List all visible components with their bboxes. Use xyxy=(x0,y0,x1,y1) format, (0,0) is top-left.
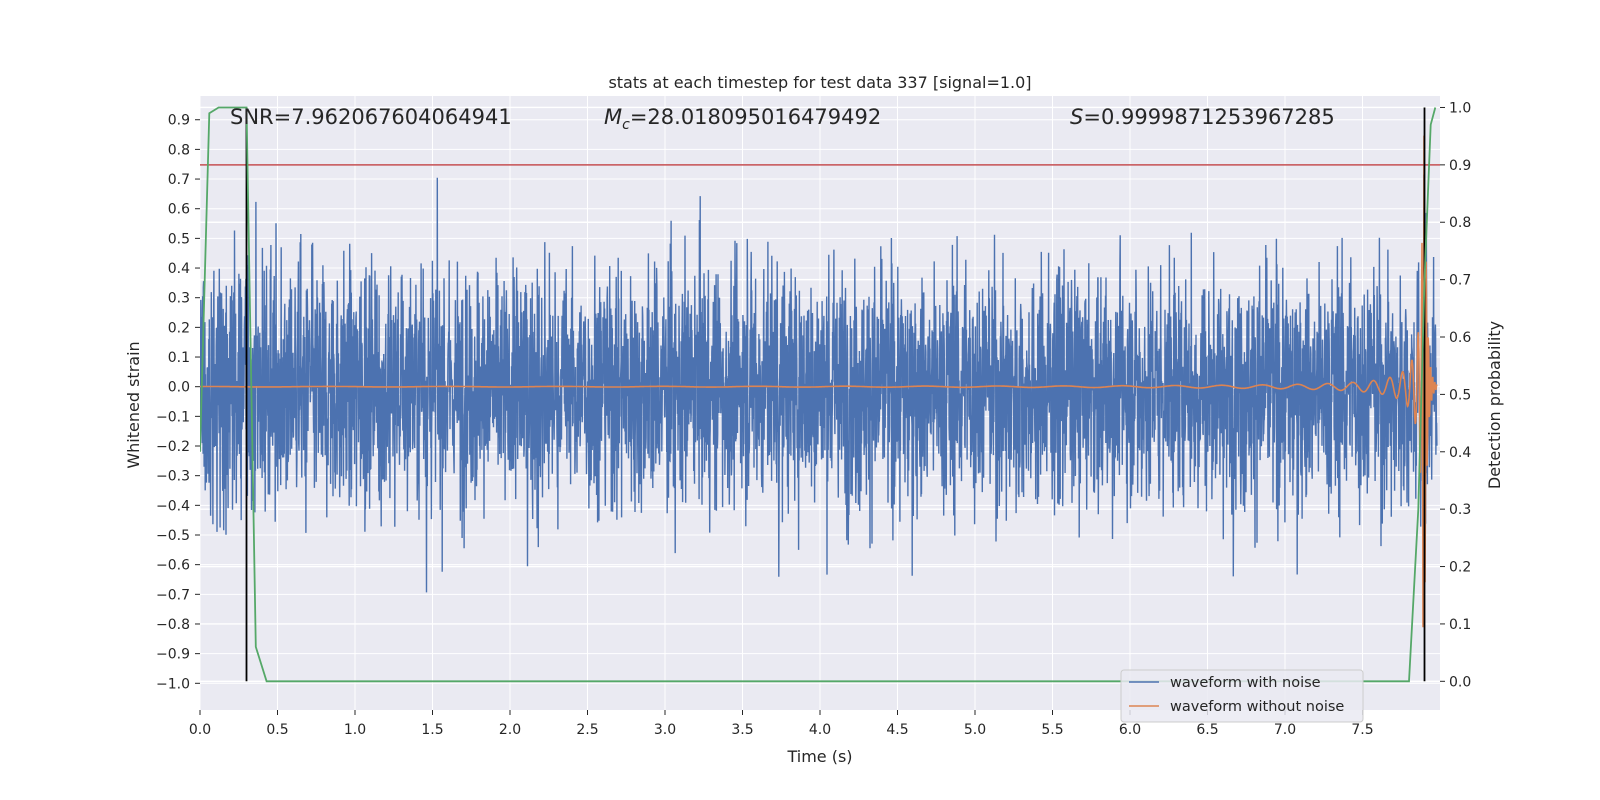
y-left-tick-label: 0.0 xyxy=(168,380,190,396)
y-left-tick-label: 0.1 xyxy=(168,350,190,366)
score-annotation: S=0.9999871253967285 xyxy=(1070,105,1335,129)
x-tick-label: 6.0 xyxy=(1119,722,1141,738)
x-tick-label: 4.5 xyxy=(886,722,908,738)
y-right-tick-label: 0.0 xyxy=(1449,674,1471,690)
snr-annotation: SNR=7.962067604064941 xyxy=(230,105,512,129)
y-left-tick-label: 0.9 xyxy=(168,113,190,129)
y-left-tick-label: 0.6 xyxy=(168,202,190,218)
chirp-mass-value: =28.018095016479492 xyxy=(630,105,881,129)
chart-title: stats at each timestep for test data 337… xyxy=(608,73,1031,92)
x-tick-label: 0.5 xyxy=(266,722,288,738)
y-left-tick-label: −1.0 xyxy=(156,676,190,692)
y-right-tick-label: 0.1 xyxy=(1449,617,1471,633)
y-left-tick-label: −0.9 xyxy=(156,647,190,663)
y-left-tick-label: −0.4 xyxy=(156,498,190,514)
y-left-tick-label: 0.5 xyxy=(168,231,190,247)
y-left-tick-label: −0.2 xyxy=(156,439,190,455)
x-tick-label: 2.5 xyxy=(576,722,598,738)
x-tick-label: 1.0 xyxy=(344,722,366,738)
y-right-tick-label: 0.6 xyxy=(1449,330,1471,346)
series-detection-probability xyxy=(200,106,1437,683)
y-right-tick-label: 0.3 xyxy=(1449,502,1471,518)
y-right-tick-label: 0.4 xyxy=(1449,445,1471,461)
y-right-tick-label: 0.5 xyxy=(1449,387,1471,403)
clean-series-group xyxy=(200,135,1438,628)
y-axis-label-left: Whitened strain xyxy=(124,341,143,468)
y-left-tick-label: −0.3 xyxy=(156,469,190,485)
x-tick-label: 3.0 xyxy=(654,722,676,738)
overlay-group xyxy=(200,106,1440,683)
y-left-tick-label: 0.3 xyxy=(168,291,190,307)
y-right-tick-label: 0.9 xyxy=(1449,158,1471,174)
y-axis-label-right: Detection probability xyxy=(1485,321,1504,489)
y-left-tick-label: −0.5 xyxy=(156,528,190,544)
legend-label-clean: waveform without noise xyxy=(1170,699,1344,715)
x-tick-label: 0.0 xyxy=(189,722,211,738)
y-right-tick-label: 0.2 xyxy=(1449,560,1471,576)
legend-box xyxy=(1120,669,1364,723)
x-tick-label: 3.5 xyxy=(731,722,753,738)
x-tick-label: 4.0 xyxy=(809,722,831,738)
y-left-tick-label: 0.2 xyxy=(168,320,190,336)
y-right-tick-label: 0.7 xyxy=(1449,273,1471,289)
y-right-tick-label: 1.0 xyxy=(1449,100,1471,116)
y-left-tick-label: 0.4 xyxy=(168,261,190,277)
x-axis-label: Time (s) xyxy=(786,747,852,766)
x-tick-label: 7.5 xyxy=(1351,722,1373,738)
chirp-mass-subscript: c xyxy=(622,117,630,133)
y-left-tick-label: 0.7 xyxy=(168,172,190,188)
y-left-tick-label: −0.6 xyxy=(156,558,190,574)
legend-label-noisy: waveform with noise xyxy=(1170,675,1321,691)
y-right-tick-label: 0.8 xyxy=(1449,215,1471,231)
x-tick-label: 1.5 xyxy=(421,722,443,738)
y-left-tick-label: −0.1 xyxy=(156,409,190,425)
y-left-tick-label: −0.7 xyxy=(156,587,190,603)
legend: waveform with noise waveform without noi… xyxy=(1120,669,1364,723)
chirp-mass-annotation: Mc=28.018095016479492 xyxy=(604,105,881,133)
y-left-tick-label: 0.8 xyxy=(168,142,190,158)
score-value: =0.9999871253967285 xyxy=(1083,105,1334,129)
x-tick-label: 5.0 xyxy=(964,722,986,738)
ticks-group: 0.0 0.5 1.0 1.5 2.0 2.5 3.0 3.5 4.0 4.5 5.0 5.5 6.0 6… xyxy=(156,100,1471,738)
chirp-mass-symbol: M xyxy=(604,105,622,129)
x-tick-label: 6.5 xyxy=(1196,722,1218,738)
score-symbol: S xyxy=(1070,105,1083,129)
x-tick-label: 5.5 xyxy=(1041,722,1063,738)
x-tick-label: 7.0 xyxy=(1274,722,1296,738)
y-left-tick-label: −0.8 xyxy=(156,617,190,633)
series-waveform-without-noise xyxy=(200,135,1438,628)
x-tick-label: 2.0 xyxy=(499,722,521,738)
